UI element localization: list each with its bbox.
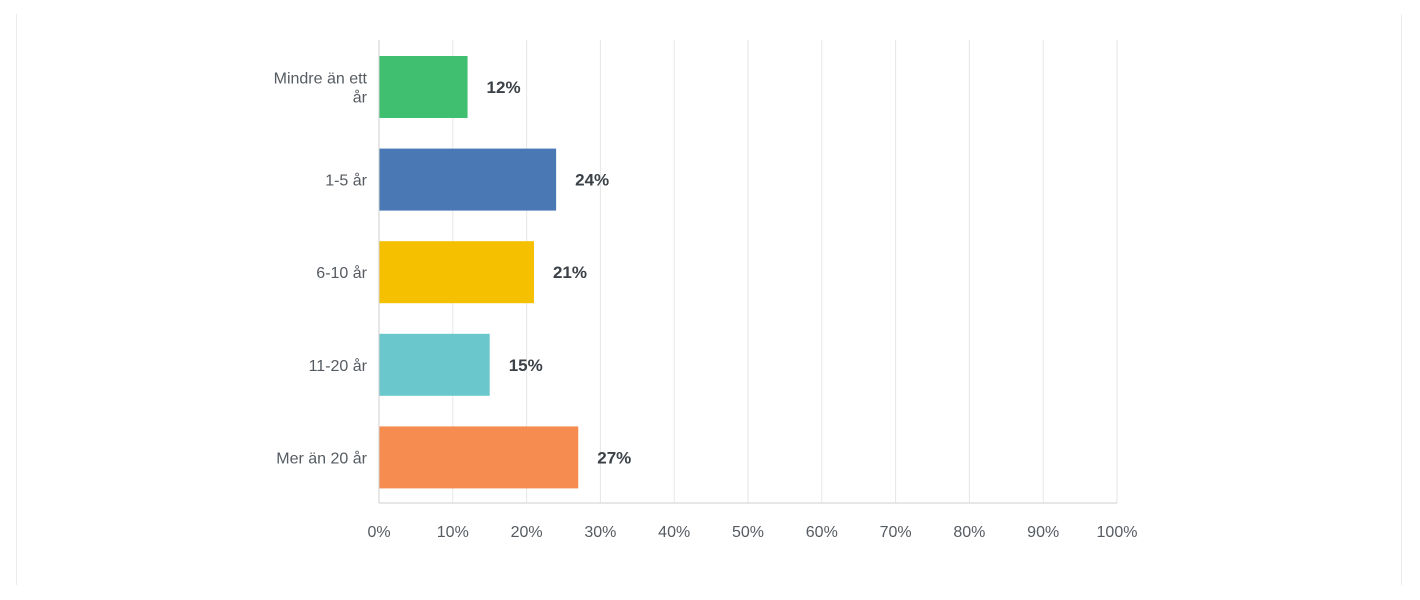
value-label: 27% — [597, 448, 631, 467]
x-tick-label: 30% — [584, 524, 616, 541]
x-tick-label: 50% — [732, 524, 764, 541]
x-tick-label: 0% — [367, 524, 390, 541]
category-labels: Mindre än ett år 1-5 år 6-10 år 11-20 år Mer … — [274, 71, 368, 468]
x-tick-label: 60% — [806, 524, 838, 541]
category-label: 1-5 år — [325, 172, 367, 190]
value-labels: 12% 24% 21% 15% 27% — [487, 78, 632, 467]
category-label: 6-10 år — [316, 264, 367, 282]
x-tick-label: 70% — [880, 524, 912, 541]
value-label: 21% — [553, 263, 587, 282]
value-label: 12% — [487, 78, 521, 97]
bar — [379, 241, 534, 304]
category-label: 11-20 år — [309, 357, 368, 375]
x-tick-label: 20% — [511, 524, 543, 541]
x-tick-label: 100% — [1097, 524, 1138, 541]
x-tick-labels: 0% 10% 20% 30% 40% 50% 60% 70% 80% 90% 100% — [367, 524, 1137, 541]
value-label: 15% — [509, 356, 543, 375]
bar — [379, 148, 557, 211]
x-tick-label: 90% — [1027, 524, 1059, 541]
bar — [379, 333, 490, 396]
x-tick-label: 10% — [437, 524, 469, 541]
bar — [379, 426, 579, 489]
category-label: Mindre än ett år — [274, 71, 368, 107]
value-label: 24% — [575, 171, 609, 190]
bar — [379, 56, 468, 118]
x-tick-label: 80% — [953, 524, 985, 541]
x-tick-label: 40% — [658, 524, 690, 541]
chart-panel — [16, 14, 1402, 585]
category-label: Mer än 20 år — [276, 449, 367, 467]
bars — [379, 56, 579, 489]
